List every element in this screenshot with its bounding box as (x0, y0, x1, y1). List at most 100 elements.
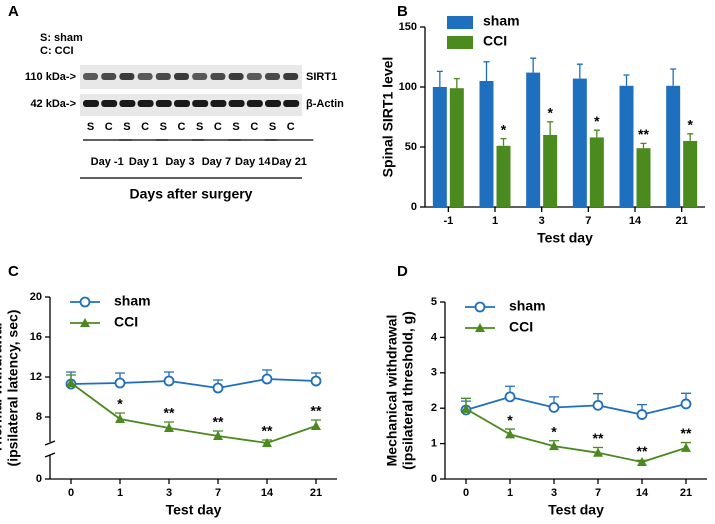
significance: * (551, 423, 557, 439)
bar (619, 85, 634, 207)
significance: ** (593, 430, 604, 446)
legend-label: CCI (483, 33, 507, 49)
marker (548, 402, 560, 413)
blot-band (192, 73, 208, 80)
y-tick-label: 12 (30, 371, 42, 383)
blot-band (246, 100, 263, 107)
panel-letter: B (397, 3, 408, 20)
error-bar (530, 57, 537, 73)
panel-letter: A (8, 3, 19, 20)
day-label: Day 3 (165, 156, 194, 168)
blot-band (192, 100, 209, 107)
blot-band (174, 100, 190, 107)
legend-label: CCI (114, 314, 138, 330)
x-tick-label: 21 (676, 215, 688, 227)
marker (79, 296, 91, 308)
lane-label: C (178, 121, 186, 133)
x-tick-label: 1 (507, 487, 513, 499)
marker (504, 391, 516, 403)
marker (549, 441, 559, 451)
bar (543, 135, 558, 207)
error-bar (623, 74, 630, 86)
panel-letter: C (8, 263, 19, 280)
y-axis-title: Mechanical withdrawal (384, 315, 400, 467)
blot-band (101, 100, 118, 107)
line (70, 378, 317, 389)
marker (505, 429, 515, 439)
significance: ** (681, 425, 692, 441)
y-tick-label: 0 (36, 473, 42, 485)
blot-band (228, 100, 245, 107)
bar (449, 88, 464, 207)
error-bar (687, 133, 694, 141)
blot-band (228, 73, 244, 80)
x-tick-label: 1 (492, 215, 498, 227)
x-tick-label: -1 (443, 215, 453, 227)
marker (593, 447, 603, 457)
x-tick-label: 21 (680, 487, 692, 499)
blot-band (210, 100, 227, 107)
marker (681, 442, 691, 452)
blot-band (265, 73, 280, 80)
blot-band (283, 73, 299, 80)
blot-strip (80, 94, 302, 116)
marker (80, 318, 90, 327)
legend-swatch (447, 36, 473, 49)
x-tick-label: 7 (585, 215, 591, 227)
lane-label: C (287, 121, 295, 133)
significance: * (687, 117, 693, 133)
x-tick-label: 14 (636, 487, 649, 499)
day-label: Day 1 (129, 156, 158, 168)
bar (589, 137, 604, 207)
y-tick-label: 0 (431, 473, 437, 485)
blot-band (283, 100, 300, 107)
error-bar (483, 61, 490, 81)
marker (213, 431, 223, 440)
marker (114, 377, 126, 389)
bar (496, 145, 511, 207)
marker (212, 382, 224, 394)
bar (666, 85, 681, 207)
marker (680, 398, 692, 410)
blot-xlabel: Days after surgery (130, 186, 253, 202)
axis-break (44, 440, 56, 446)
y-tick-label: 20 (30, 291, 42, 303)
line (465, 395, 687, 416)
marker (164, 423, 174, 432)
x-axis-title: Test day (166, 502, 222, 518)
x-tick-label: 3 (551, 487, 557, 499)
x-tick-label: 7 (215, 487, 221, 499)
lane-label: S (87, 121, 94, 133)
error-bar (593, 129, 600, 138)
blot-band (155, 100, 172, 107)
y-tick-label: 16 (30, 331, 42, 343)
marker (461, 403, 471, 413)
blot-band (265, 100, 281, 107)
y-tick-label: 8 (36, 411, 42, 423)
marker (311, 421, 321, 430)
day-label: Day -1 (91, 156, 124, 168)
significance: ** (637, 443, 648, 459)
marker (66, 378, 76, 387)
x-tick-label: 14 (629, 215, 642, 227)
marker (475, 323, 485, 332)
error-bar (436, 70, 443, 87)
y-tick-label: 3 (431, 367, 437, 379)
lane-label: S (196, 121, 203, 133)
y-tick-label: 1 (431, 438, 437, 450)
line (465, 408, 687, 463)
y-tick-label: 5 (431, 296, 437, 308)
significance: ** (213, 414, 224, 430)
significance: ** (311, 403, 322, 419)
error-bar (576, 63, 583, 79)
kda-label: 42 kDa-> (30, 98, 76, 110)
blot-band (137, 100, 154, 107)
legend-label: sham (483, 13, 520, 29)
y-tick-label: 0 (411, 201, 417, 213)
significance: ** (164, 405, 175, 421)
lane-label: S (123, 121, 130, 133)
bar (432, 87, 447, 207)
error-bar (453, 77, 460, 89)
lane-label: C (214, 121, 222, 133)
blot-band (83, 100, 99, 107)
